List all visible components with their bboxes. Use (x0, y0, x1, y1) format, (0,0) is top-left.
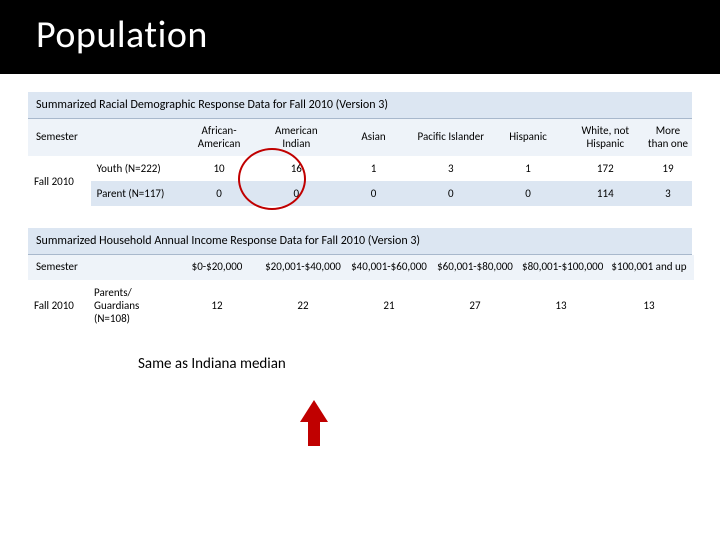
content-area: Summarized Racial Demographic Response D… (0, 74, 720, 373)
table-row: Parent (N=117) 0 0 0 0 0 114 3 (28, 181, 692, 206)
race-table-head-row: Semester African-American American India… (28, 119, 692, 156)
income-col-2: $40,001-$60,000 (346, 255, 432, 280)
income-row0-label: Parents/ Guardians (N=108) (88, 280, 174, 331)
race-col-2: Asian (335, 119, 412, 156)
page-title: Population (0, 0, 720, 74)
race-table: Semester African-American American India… (28, 119, 692, 206)
race-r0-c5: 172 (567, 156, 644, 181)
income-table-head-row: Semester $0-$20,000 $20,001-$40,000 $40,… (28, 255, 694, 280)
income-col-5: $100,001 and up (604, 255, 694, 280)
race-r0-c6: 19 (644, 156, 692, 181)
income-r0-c2: 21 (346, 280, 432, 331)
table-row: Fall 2010 Parents/ Guardians (N=108) 12 … (28, 280, 694, 331)
income-col-4: $80,001-$100,000 (518, 255, 604, 280)
race-semester-label: Semester (28, 119, 180, 156)
race-table-header: Summarized Racial Demographic Response D… (28, 92, 692, 119)
arrow-up-icon (300, 400, 328, 446)
income-table: Semester $0-$20,000 $20,001-$40,000 $40,… (28, 255, 694, 331)
race-r1-c1: 0 (258, 181, 335, 206)
race-r1-c6: 3 (644, 181, 692, 206)
race-col-1: American Indian (258, 119, 335, 156)
race-semester-value: Fall 2010 (28, 156, 91, 206)
income-col-1: $20,001-$40,000 (260, 255, 346, 280)
race-r1-c5: 114 (567, 181, 644, 206)
income-r0-c3: 27 (432, 280, 518, 331)
race-row0-label: Youth (N=222) (91, 156, 181, 181)
race-r0-c0: 10 (180, 156, 257, 181)
race-r1-c3: 0 (412, 181, 489, 206)
race-col-6: More than one (644, 119, 692, 156)
race-r0-c1: 16 (258, 156, 335, 181)
race-r0-c2: 1 (335, 156, 412, 181)
race-row1-label: Parent (N=117) (91, 181, 181, 206)
income-col-0: $0-$20,000 (174, 255, 260, 280)
income-r0-c5: 13 (604, 280, 694, 331)
race-col-3: Pacific Islander (412, 119, 489, 156)
race-r1-c2: 0 (335, 181, 412, 206)
income-semester-label: Semester (28, 255, 174, 280)
race-r1-c4: 0 (489, 181, 566, 206)
income-r0-c1: 22 (260, 280, 346, 331)
race-col-0: African-American (180, 119, 257, 156)
income-col-3: $60,001-$80,000 (432, 255, 518, 280)
race-col-5: White, not Hispanic (567, 119, 644, 156)
table-row: Fall 2010 Youth (N=222) 10 16 1 3 1 172 … (28, 156, 692, 181)
caption-text: Same as Indiana median (28, 331, 692, 373)
race-col-4: Hispanic (489, 119, 566, 156)
race-r0-c3: 3 (412, 156, 489, 181)
race-r1-c0: 0 (180, 181, 257, 206)
income-table-header: Summarized Household Annual Income Respo… (28, 228, 692, 255)
income-r0-c4: 13 (518, 280, 604, 331)
income-r0-c0: 12 (174, 280, 260, 331)
race-r0-c4: 1 (489, 156, 566, 181)
arrow-annotation (300, 400, 328, 451)
income-semester-value: Fall 2010 (28, 280, 88, 331)
